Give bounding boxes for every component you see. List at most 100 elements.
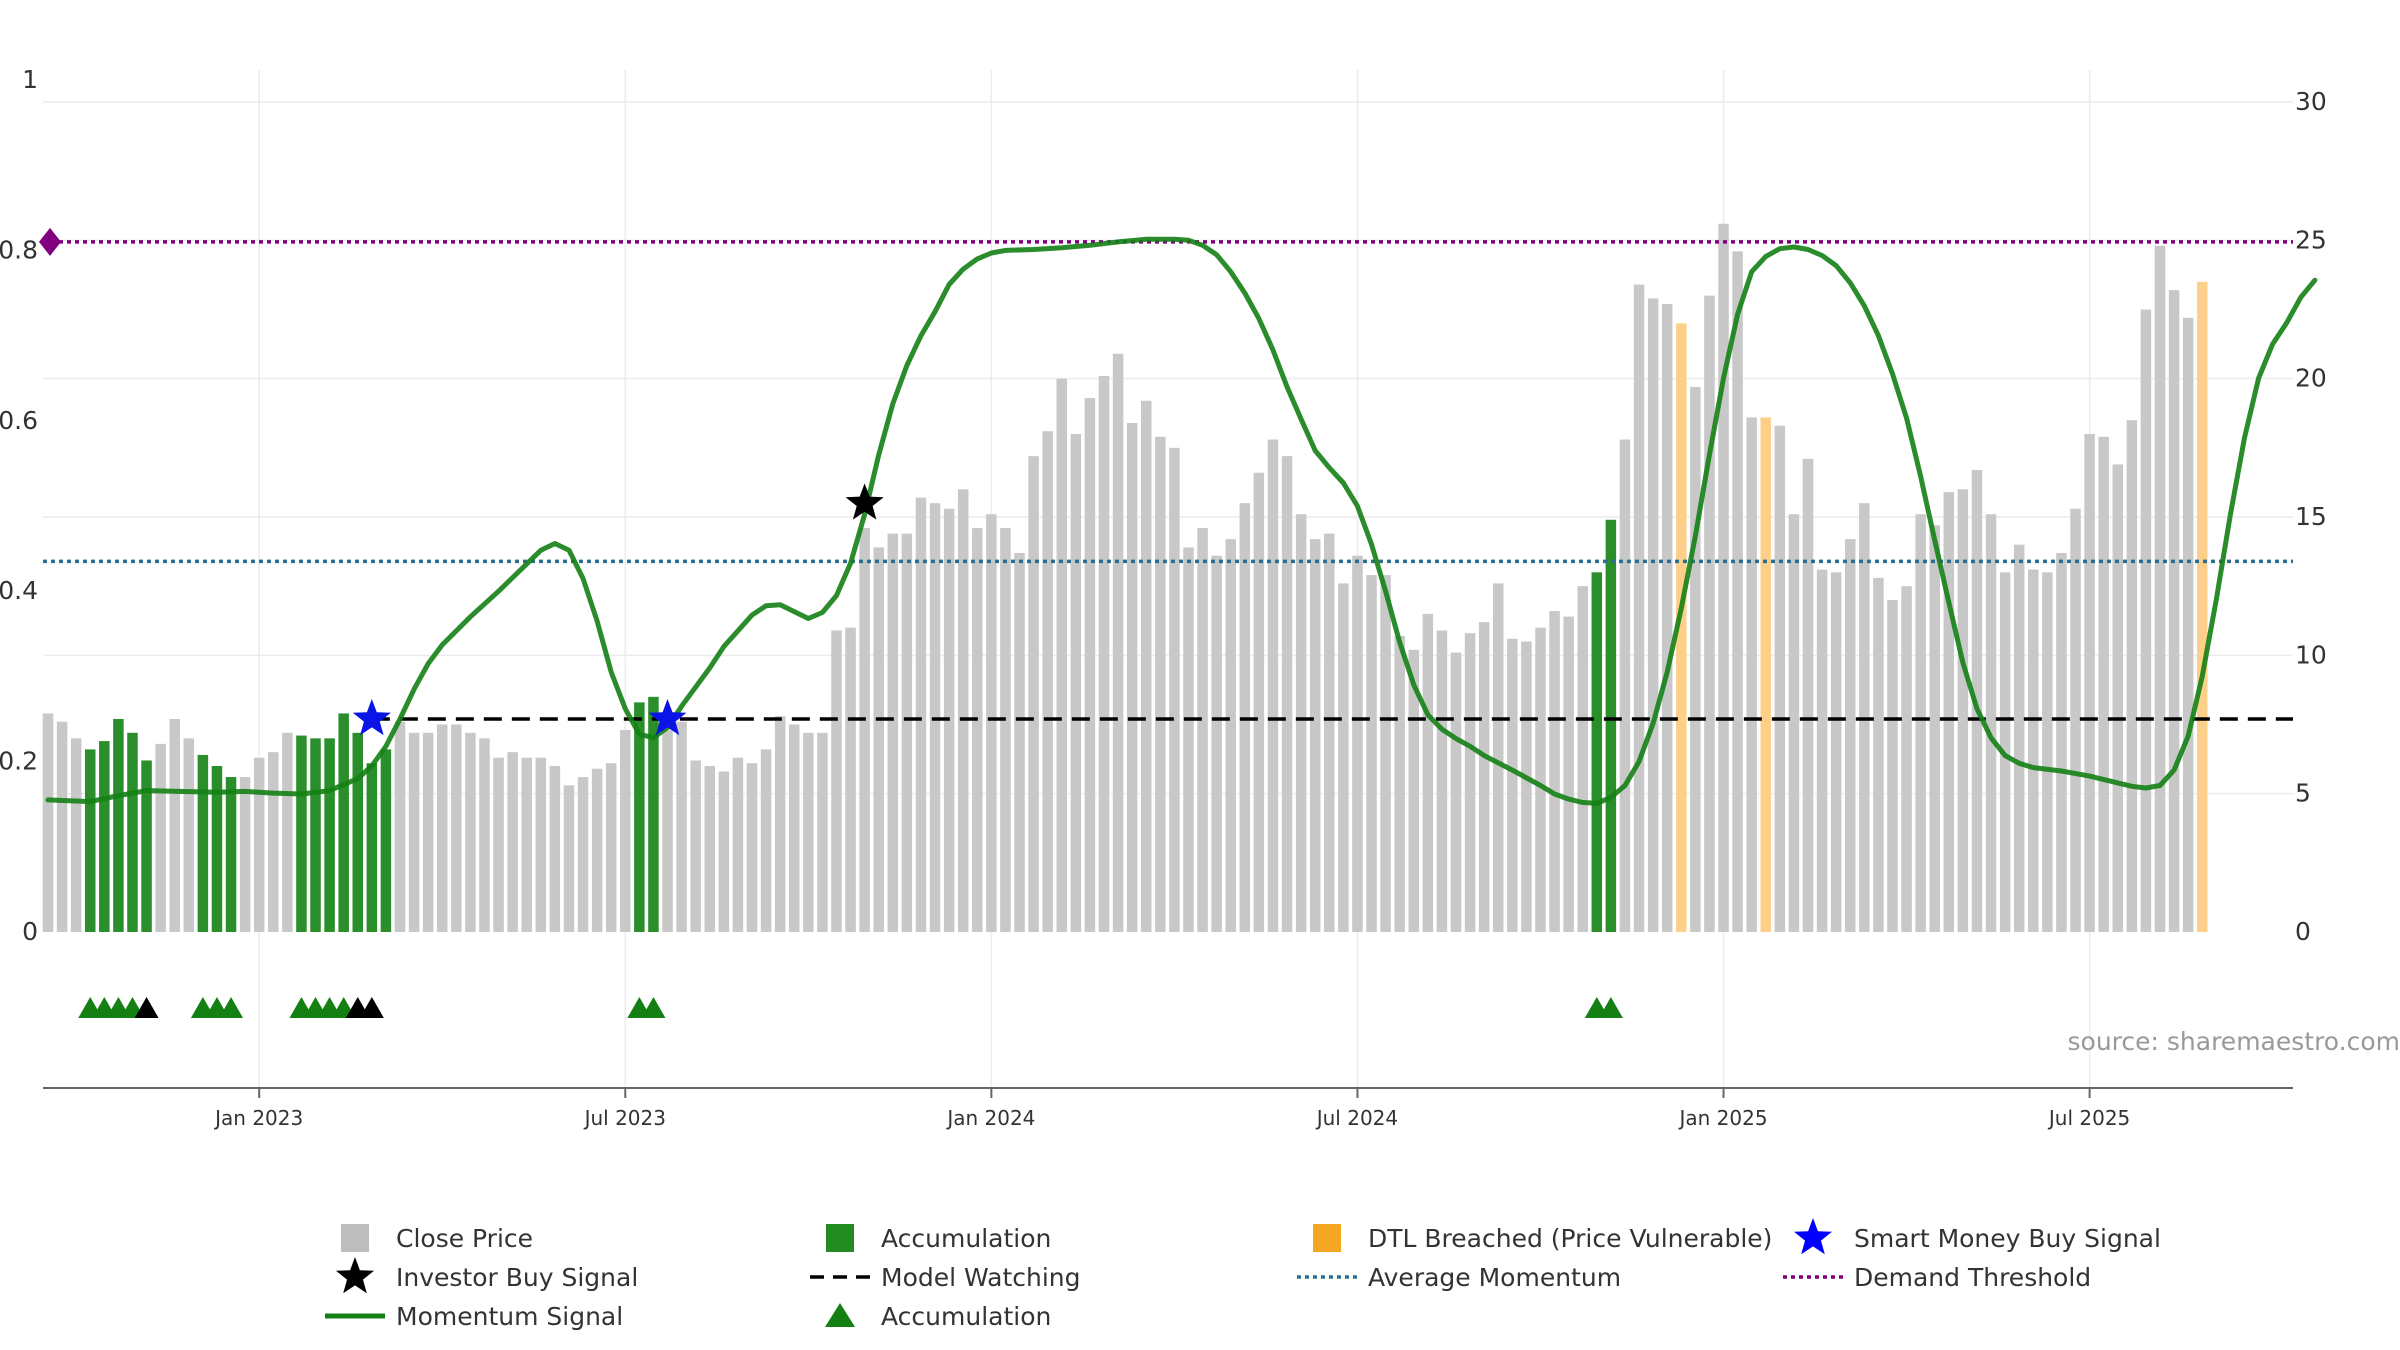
price-bar — [1366, 575, 1377, 932]
dtl-breached-bar — [1760, 417, 1772, 932]
signal-markers — [39, 227, 884, 736]
momentum-line — [45, 236, 2318, 806]
price-bar — [1098, 375, 1110, 932]
price-bar — [2084, 434, 2095, 932]
legend-item-watching: Model Watching — [810, 1263, 1081, 1292]
right-tick-label: 30 — [2295, 87, 2327, 116]
accumulation-bar — [648, 696, 659, 932]
price-bar — [2182, 317, 2194, 932]
accumulation-bar — [99, 741, 110, 932]
accumulation-bar — [113, 718, 124, 932]
price-bar — [620, 730, 631, 932]
legend: Close Price Accumulation DTL Breached (Pri… — [325, 1218, 2161, 1331]
price-bar — [1084, 398, 1096, 932]
price-bar — [605, 763, 617, 932]
price-bar — [1295, 514, 1307, 932]
left-tick-label: 0.8 — [0, 235, 38, 264]
price-bar — [1957, 489, 1969, 932]
legend-star-icon — [1794, 1218, 1832, 1255]
accumulation-bar — [366, 763, 378, 932]
accumulation-triangle — [134, 997, 159, 1018]
dtl-breached-bar — [2196, 281, 2208, 932]
price-bar — [2042, 572, 2053, 932]
price-bar — [1577, 586, 1588, 932]
price-bar — [760, 749, 772, 932]
accumulation-triangle — [219, 997, 244, 1018]
legend-triangle-icon — [825, 1303, 855, 1327]
price-bar — [1352, 555, 1363, 932]
price-bar — [957, 489, 969, 932]
price-bar — [42, 713, 54, 932]
price-bar — [451, 724, 462, 932]
accumulation-bar — [127, 732, 138, 932]
price-bar — [2098, 436, 2109, 932]
price-bar — [1042, 431, 1053, 932]
x-tick-label: Jan 2024 — [945, 1106, 1035, 1130]
price-bar — [1887, 600, 1898, 932]
legend-item-momentum: Momentum Signal — [325, 1302, 623, 1331]
price-bar — [676, 721, 687, 932]
legend-item-smart: Smart Money Buy Signal — [1794, 1218, 2161, 1255]
price-bar — [1844, 539, 1856, 932]
price-bar — [986, 514, 997, 932]
price-bar — [1380, 575, 1391, 932]
x-tick-label: Jul 2024 — [1315, 1106, 1398, 1130]
price-bar — [1112, 353, 1124, 932]
price-bar — [2056, 552, 2067, 932]
price-bar — [1690, 386, 1701, 932]
price-bar — [239, 777, 251, 932]
right-tick-label: 0 — [2295, 917, 2311, 946]
price-bar — [2140, 309, 2152, 932]
price-bar — [1985, 514, 1997, 932]
x-tick-label: Jan 2023 — [213, 1106, 303, 1130]
price-bar — [1746, 417, 1757, 932]
price-bar — [901, 533, 913, 932]
accumulation-bar — [225, 777, 237, 932]
price-bar — [535, 757, 547, 932]
source-label: source: sharemaestro.com — [2068, 1027, 2400, 1056]
accumulation-bar — [84, 749, 96, 932]
price-bar — [1014, 552, 1025, 932]
legend-label: Model Watching — [881, 1263, 1081, 1292]
price-bar — [873, 547, 884, 932]
price-bar — [1267, 439, 1279, 932]
legend-label: Investor Buy Signal — [396, 1263, 638, 1292]
price-bar — [845, 627, 856, 932]
price-bar — [1732, 251, 1743, 932]
price-bar — [183, 738, 195, 932]
price-bar — [1704, 295, 1715, 933]
price-bar — [521, 757, 532, 932]
accumulation-bar — [310, 738, 321, 932]
legend-star-icon — [336, 1257, 374, 1294]
x-tick-label: Jul 2023 — [583, 1106, 666, 1130]
price-bar — [1549, 611, 1560, 932]
demand-marker-diamond — [39, 227, 61, 256]
price-bar — [591, 768, 603, 932]
price-bar — [1633, 284, 1645, 933]
left-tick-label: 0 — [22, 917, 38, 946]
accumulation-triangle — [359, 997, 384, 1018]
price-bar — [56, 721, 68, 932]
price-bar — [1140, 400, 1152, 932]
price-bar — [831, 630, 842, 932]
price-bar — [915, 497, 927, 932]
price-bar — [1535, 627, 1546, 932]
price-bar — [788, 724, 800, 932]
left-tick-label: 0.6 — [0, 406, 38, 435]
price-bar — [465, 732, 476, 932]
right-tick-label: 15 — [2295, 502, 2327, 531]
left-tick-label: 0.2 — [0, 747, 38, 776]
price-bar — [718, 771, 730, 932]
price-bars — [42, 223, 2208, 933]
price-bar — [704, 766, 716, 932]
right-tick-label: 25 — [2295, 225, 2327, 254]
price-bar — [1183, 547, 1194, 932]
price-bar — [1788, 514, 1800, 932]
price-bar — [1422, 613, 1434, 932]
accumulation-bar — [338, 713, 349, 932]
price-bar — [1028, 456, 1039, 932]
price-bar — [155, 743, 166, 932]
price-bar — [1464, 633, 1476, 932]
accumulation-bar — [141, 760, 152, 932]
